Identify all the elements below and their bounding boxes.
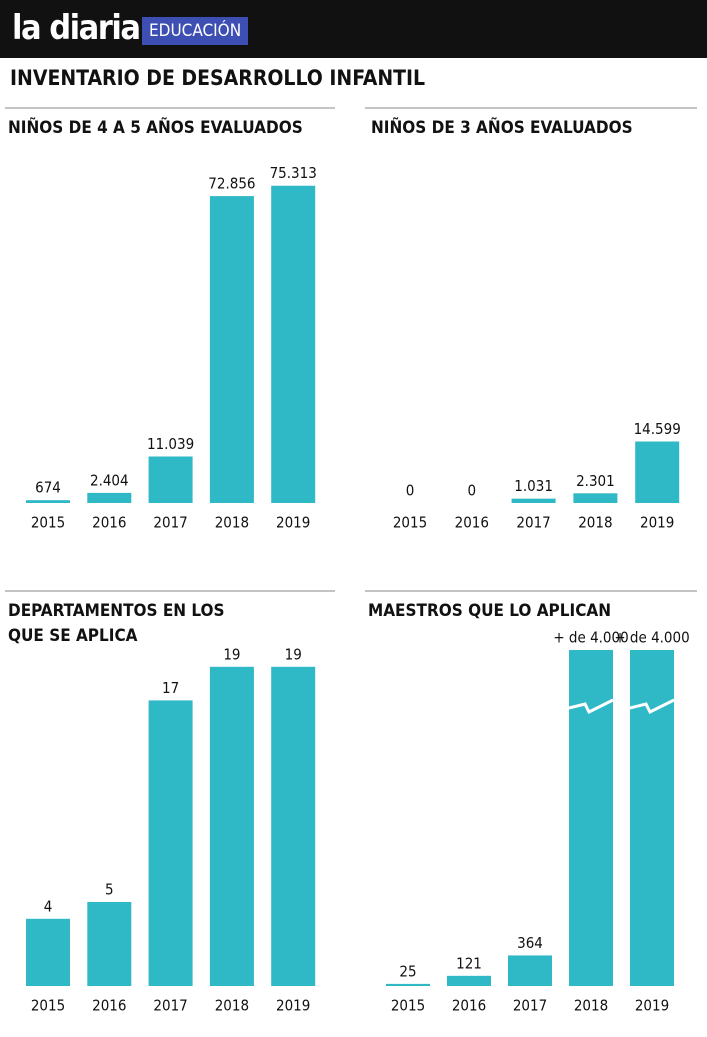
bar xyxy=(209,666,254,986)
x-tick-label: 2015 xyxy=(31,514,65,532)
bar xyxy=(508,955,552,986)
bar xyxy=(630,650,674,986)
value-label: 11.039 xyxy=(147,435,194,453)
x-tick-label: 2018 xyxy=(215,997,249,1015)
bar xyxy=(26,500,70,503)
x-tick-label: 2017 xyxy=(153,514,187,532)
bar xyxy=(569,650,613,986)
bar xyxy=(148,456,193,503)
x-tick-label: 2015 xyxy=(393,514,427,532)
x-tick-label: 2018 xyxy=(578,514,612,532)
value-label: 2.301 xyxy=(576,472,615,490)
chart-title: NIÑOS DE 4 A 5 AÑOS EVALUADOS xyxy=(8,118,303,138)
bar xyxy=(271,666,316,986)
axis-break xyxy=(629,698,675,715)
x-tick-label: 2017 xyxy=(153,997,187,1015)
bar xyxy=(635,441,680,503)
value-label: 674 xyxy=(35,479,61,497)
x-tick-label: 2019 xyxy=(276,997,310,1015)
bar xyxy=(271,185,316,503)
x-tick-label: 2016 xyxy=(455,514,489,532)
x-tick-label: 2018 xyxy=(574,997,608,1015)
chart-title: DEPARTAMENTOS EN LOS QUE SE APLICA xyxy=(8,601,225,646)
x-tick-label: 2018 xyxy=(215,514,249,532)
x-tick-label: 2015 xyxy=(391,997,425,1015)
bar xyxy=(148,700,193,986)
bar xyxy=(26,918,70,986)
bar xyxy=(87,902,132,986)
value-label: 2.404 xyxy=(90,471,129,489)
x-tick-label: 2016 xyxy=(92,997,126,1015)
value-label: 4 xyxy=(44,897,53,915)
value-label: 5 xyxy=(105,881,114,899)
x-tick-label: 2017 xyxy=(516,514,550,532)
value-label: 1.031 xyxy=(514,477,553,495)
value-label: 0 xyxy=(468,482,477,500)
value-label: 14.599 xyxy=(634,420,681,438)
bar xyxy=(573,493,618,503)
brand: la diaria xyxy=(12,8,141,48)
header-bar: la diaria EDUCACIÓN xyxy=(0,0,707,58)
bar xyxy=(209,196,254,503)
bar xyxy=(511,498,556,503)
value-label: 75.313 xyxy=(270,164,317,182)
chart-title: NIÑOS DE 3 AÑOS EVALUADOS xyxy=(371,118,633,138)
x-tick-label: 2019 xyxy=(635,997,669,1015)
section-tag: EDUCACIÓN xyxy=(142,17,249,45)
value-label: 19 xyxy=(223,645,240,663)
value-label: 19 xyxy=(285,645,302,663)
x-tick-label: 2016 xyxy=(452,997,486,1015)
value-label: 364 xyxy=(517,934,543,952)
value-label: + de 4.000 xyxy=(553,629,628,647)
bar xyxy=(447,975,491,986)
value-label: 25 xyxy=(399,962,416,980)
x-tick-label: 2019 xyxy=(276,514,310,532)
chart-title: MAESTROS QUE LO APLICAN xyxy=(368,601,612,621)
x-tick-label: 2019 xyxy=(640,514,674,532)
bar xyxy=(386,983,430,986)
main-title: INVENTARIO DE DESARROLLO INFANTIL xyxy=(10,66,426,90)
bar xyxy=(87,492,132,503)
value-label: 0 xyxy=(406,482,415,500)
value-label: + de 4.000 xyxy=(614,629,689,647)
value-label: 72.856 xyxy=(208,175,255,193)
x-tick-label: 2015 xyxy=(31,997,65,1015)
x-tick-label: 2016 xyxy=(92,514,126,532)
axis-break xyxy=(568,698,614,715)
value-label: 17 xyxy=(162,679,179,697)
value-label: 121 xyxy=(456,954,482,972)
x-tick-label: 2017 xyxy=(513,997,547,1015)
